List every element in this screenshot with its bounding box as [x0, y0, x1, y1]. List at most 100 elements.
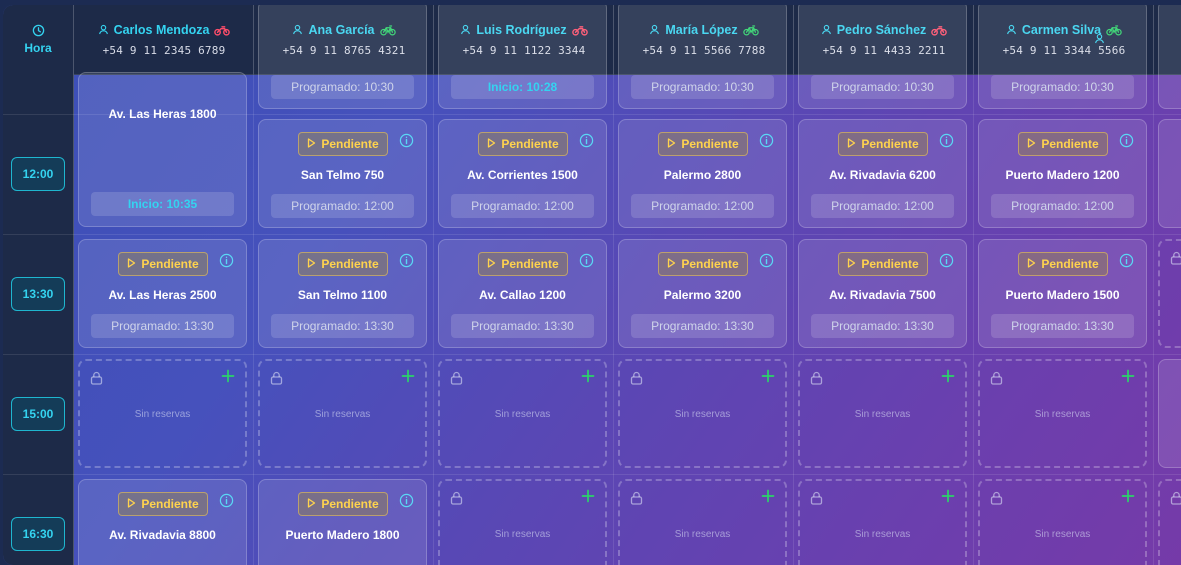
empty-slot-label: Sin reservas — [620, 409, 785, 420]
grid-line — [73, 5, 74, 565]
status-badge-pending[interactable]: Pendiente — [118, 492, 208, 516]
booking-scheduled-time: Programado: 12:00 — [631, 194, 774, 218]
booking-address: Puerto Madero 1200 — [979, 168, 1146, 182]
status-label: Pendiente — [681, 137, 738, 151]
status-badge-pending[interactable]: Pendiente — [478, 252, 568, 276]
empty-slot-label: Sin reservas — [80, 409, 245, 420]
empty-slot[interactable]: Sin reservas — [798, 359, 967, 468]
info-icon[interactable] — [759, 133, 774, 148]
empty-slot-label: Sin reservas — [980, 409, 1145, 420]
time-slot-badge: 13:30 — [11, 277, 65, 311]
status-badge-pending[interactable]: Pendiente — [1018, 252, 1108, 276]
status-badge-pending[interactable]: Pendiente — [1018, 132, 1108, 156]
status-label: Pendiente — [141, 497, 198, 511]
info-icon[interactable] — [939, 253, 954, 268]
booking-card[interactable]: Programado: 10:30 — [618, 5, 787, 109]
booking-scheduled-time: Programado: 13:30 — [631, 314, 774, 338]
empty-slot[interactable]: Sin reservas — [438, 479, 607, 565]
status-label: Pendiente — [1041, 137, 1098, 151]
info-icon[interactable] — [1119, 253, 1134, 268]
info-icon[interactable] — [399, 253, 414, 268]
info-icon[interactable] — [219, 493, 234, 508]
driver-header[interactable]: Carlos Mendoza+54 9 11 2345 6789 — [73, 5, 254, 74]
info-icon[interactable] — [759, 253, 774, 268]
play-icon — [847, 257, 856, 271]
add-booking-plus-icon[interactable] — [1121, 489, 1135, 503]
info-icon[interactable] — [579, 133, 594, 148]
empty-slot[interactable] — [1158, 479, 1181, 565]
add-booking-plus-icon[interactable] — [761, 369, 775, 383]
add-booking-plus-icon[interactable] — [221, 369, 235, 383]
booking-start-time: Inicio: 10:35 — [91, 192, 234, 216]
add-booking-plus-icon[interactable] — [941, 489, 955, 503]
add-booking-plus-icon[interactable] — [581, 369, 595, 383]
info-icon[interactable] — [219, 253, 234, 268]
booking-address: Av. Las Heras 1800 — [79, 107, 246, 121]
status-badge-pending[interactable]: Pendiente — [658, 252, 748, 276]
booking-address: San Telmo 1100 — [259, 288, 426, 302]
booking-card[interactable]: Pendiente Puerto Madero 1200 Programado: 1… — [978, 119, 1147, 228]
status-label: Pendiente — [681, 257, 738, 271]
info-icon[interactable] — [399, 493, 414, 508]
empty-slot[interactable] — [1158, 239, 1181, 348]
status-badge-pending[interactable]: Pendiente — [838, 252, 928, 276]
info-icon[interactable] — [399, 133, 414, 148]
booking-address: Puerto Madero 1800 — [259, 528, 426, 542]
booking-card[interactable]: Inicio: 10:28 — [438, 5, 607, 109]
empty-slot[interactable]: Sin reservas — [978, 359, 1147, 468]
hour-column-label: Hora — [24, 41, 51, 55]
booking-card[interactable]: Programado: 10:30 — [258, 5, 427, 109]
booking-scheduled-time: Programado: 13:30 — [811, 314, 954, 338]
empty-slot-label: Sin reservas — [620, 529, 785, 540]
empty-slot[interactable]: Sin reservas — [618, 479, 787, 565]
info-icon[interactable] — [1119, 133, 1134, 148]
add-booking-plus-icon[interactable] — [1121, 369, 1135, 383]
add-booking-plus-icon[interactable] — [401, 369, 415, 383]
empty-slot[interactable]: Sin reservas — [258, 359, 427, 468]
empty-slot-label: Sin reservas — [800, 409, 965, 420]
info-icon[interactable] — [579, 253, 594, 268]
info-icon[interactable] — [939, 133, 954, 148]
status-badge-pending[interactable]: Pendiente — [118, 252, 208, 276]
booking-card[interactable]: Programado: 10:30 — [978, 5, 1147, 109]
empty-slot[interactable]: Sin reservas — [438, 359, 607, 468]
time-slot-badge: 12:00 — [11, 157, 65, 191]
booking-card[interactable]: Pendiente Puerto Madero 1800 — [258, 479, 427, 565]
booking-card[interactable] — [1158, 359, 1181, 468]
booking-card[interactable]: Programado: 10:30 — [798, 5, 967, 109]
booking-card[interactable]: Av. Las Heras 1800 Inicio: 10:35 — [78, 72, 247, 227]
status-badge-pending[interactable]: Pendiente — [478, 132, 568, 156]
status-badge-pending[interactable]: Pendiente — [838, 132, 928, 156]
empty-slot[interactable]: Sin reservas — [618, 359, 787, 468]
motorcycle-icon — [214, 24, 230, 36]
booking-card[interactable] — [1158, 119, 1181, 228]
status-badge-pending[interactable]: Pendiente — [298, 132, 388, 156]
add-booking-plus-icon[interactable] — [761, 489, 775, 503]
status-badge-pending[interactable]: Pendiente — [658, 132, 748, 156]
grid-line — [3, 474, 1181, 475]
status-badge-pending[interactable]: Pendiente — [298, 252, 388, 276]
booking-address: Av. Corrientes 1500 — [439, 168, 606, 182]
lock-icon — [1170, 251, 1181, 265]
booking-scheduled-time: Programado: 12:00 — [991, 194, 1134, 218]
play-icon — [847, 137, 856, 151]
add-booking-plus-icon[interactable] — [941, 369, 955, 383]
booking-card[interactable] — [1158, 5, 1181, 109]
empty-slot[interactable]: Sin reservas — [78, 359, 247, 468]
add-booking-plus-icon[interactable] — [581, 489, 595, 503]
grid-line — [973, 5, 974, 565]
status-badge-pending[interactable]: Pendiente — [298, 492, 388, 516]
empty-slot[interactable]: Sin reservas — [978, 479, 1147, 565]
empty-slot[interactable]: Sin reservas — [798, 479, 967, 565]
